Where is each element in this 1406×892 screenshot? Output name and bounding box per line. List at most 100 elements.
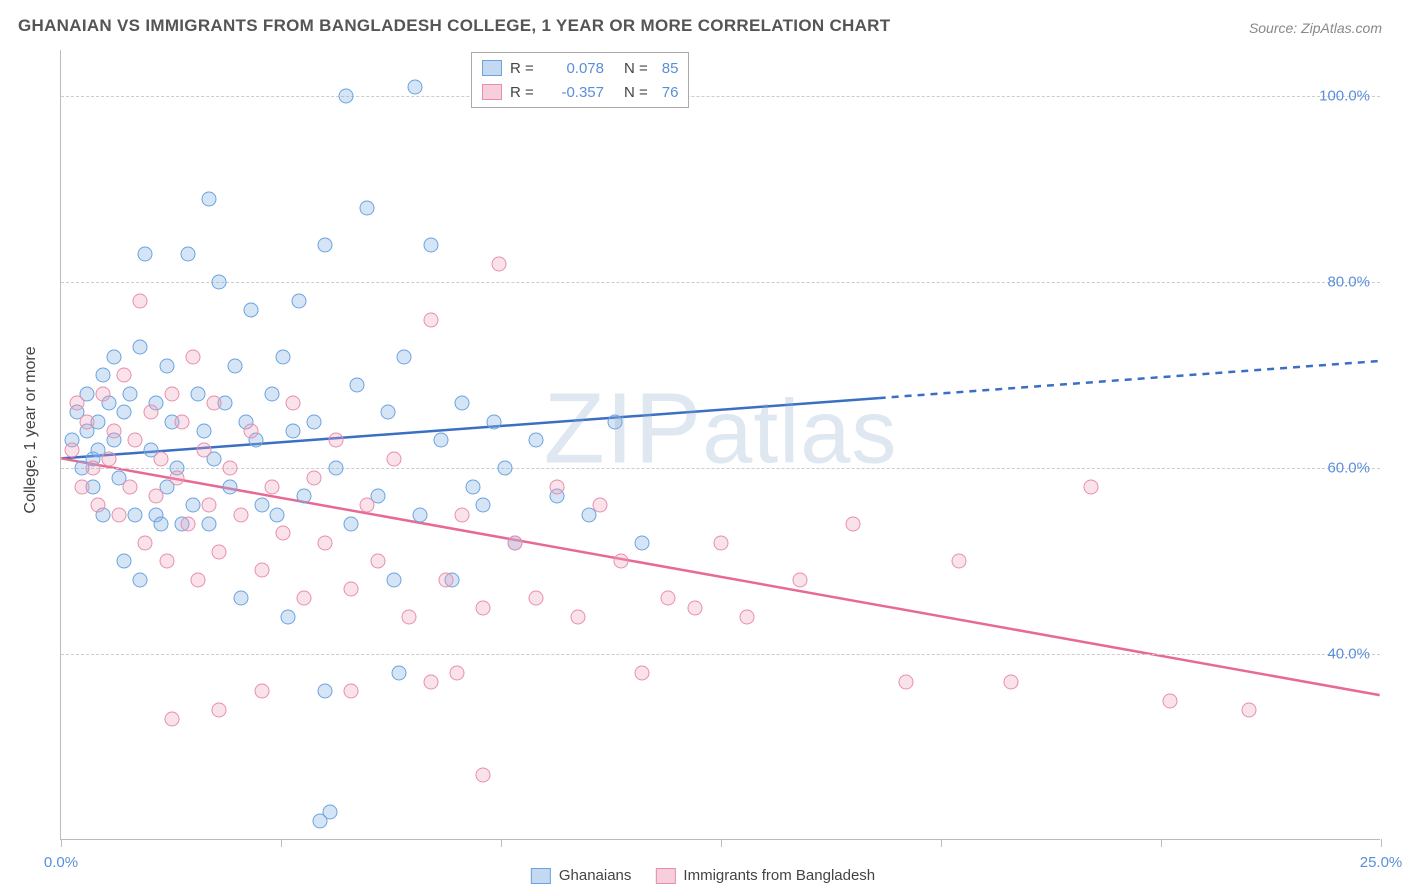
data-point <box>318 238 333 253</box>
data-point <box>265 479 280 494</box>
data-point <box>344 517 359 532</box>
x-tick <box>501 839 502 847</box>
n-label: N = <box>624 60 648 77</box>
data-point <box>159 554 174 569</box>
data-point <box>328 461 343 476</box>
data-point <box>191 386 206 401</box>
data-point <box>180 517 195 532</box>
data-point <box>170 470 185 485</box>
data-point <box>846 517 861 532</box>
data-point <box>186 498 201 513</box>
data-point <box>307 470 322 485</box>
legend-correlation: R = 0.078 N = 85 R = -0.357 N = 76 <box>471 52 689 108</box>
data-point <box>233 591 248 606</box>
data-point <box>344 684 359 699</box>
data-point <box>529 591 544 606</box>
data-point <box>122 479 137 494</box>
chart-source: Source: ZipAtlas.com <box>1249 20 1382 36</box>
data-point <box>222 479 237 494</box>
data-point <box>307 414 322 429</box>
y-tick-label: 80.0% <box>1327 274 1370 291</box>
y-tick-label: 40.0% <box>1327 646 1370 663</box>
data-point <box>349 377 364 392</box>
data-point <box>455 396 470 411</box>
data-point <box>254 498 269 513</box>
data-point <box>212 275 227 290</box>
data-point <box>497 461 512 476</box>
data-point <box>339 89 354 104</box>
data-point <box>201 498 216 513</box>
data-point <box>117 554 132 569</box>
data-point <box>360 498 375 513</box>
swatch-blue <box>482 60 502 76</box>
data-point <box>90 498 105 513</box>
data-point <box>386 572 401 587</box>
swatch-pink <box>482 84 502 100</box>
grid-line-h <box>61 654 1380 655</box>
legend-label: Immigrants from Bangladesh <box>683 867 875 884</box>
data-point <box>439 572 454 587</box>
data-point <box>296 489 311 504</box>
data-point <box>175 414 190 429</box>
data-point <box>486 414 501 429</box>
data-point <box>397 349 412 364</box>
data-point <box>212 702 227 717</box>
data-point <box>370 554 385 569</box>
n-value-blue: 85 <box>662 60 679 77</box>
data-point <box>265 386 280 401</box>
data-point <box>1004 675 1019 690</box>
y-tick-label: 60.0% <box>1327 460 1370 477</box>
chart-title: GHANAIAN VS IMMIGRANTS FROM BANGLADESH C… <box>18 16 890 36</box>
data-point <box>164 386 179 401</box>
data-point <box>281 609 296 624</box>
data-point <box>898 675 913 690</box>
grid-line-h <box>61 282 1380 283</box>
x-tick <box>61 839 62 847</box>
r-value-pink: -0.357 <box>546 84 604 101</box>
data-point <box>1162 693 1177 708</box>
data-point <box>96 386 111 401</box>
data-point <box>286 424 301 439</box>
data-point <box>318 535 333 550</box>
data-point <box>186 349 201 364</box>
data-point <box>476 600 491 615</box>
data-point <box>381 405 396 420</box>
data-point <box>434 433 449 448</box>
data-point <box>275 526 290 541</box>
data-point <box>423 238 438 253</box>
r-value-blue: 0.078 <box>546 60 604 77</box>
data-point <box>328 433 343 448</box>
data-point <box>613 554 628 569</box>
data-point <box>450 665 465 680</box>
data-point <box>112 507 127 522</box>
data-point <box>233 507 248 522</box>
legend-row-ghanaians: R = 0.078 N = 85 <box>482 56 678 80</box>
x-tick <box>1381 839 1382 847</box>
data-point <box>793 572 808 587</box>
data-point <box>127 433 142 448</box>
data-point <box>254 684 269 699</box>
data-point <box>201 517 216 532</box>
data-point <box>492 256 507 271</box>
data-point <box>951 554 966 569</box>
data-point <box>196 442 211 457</box>
x-tick <box>1161 839 1162 847</box>
data-point <box>80 414 95 429</box>
data-point <box>270 507 285 522</box>
data-point <box>275 349 290 364</box>
grid-line-h <box>61 96 1380 97</box>
data-point <box>154 517 169 532</box>
data-point <box>1083 479 1098 494</box>
data-point <box>244 303 259 318</box>
data-point <box>69 396 84 411</box>
data-point <box>133 572 148 587</box>
swatch-blue <box>531 868 551 884</box>
data-point <box>714 535 729 550</box>
data-point <box>101 451 116 466</box>
data-point <box>529 433 544 448</box>
data-point <box>117 405 132 420</box>
data-point <box>133 340 148 355</box>
n-label: N = <box>624 84 648 101</box>
data-point <box>138 535 153 550</box>
data-point <box>133 293 148 308</box>
